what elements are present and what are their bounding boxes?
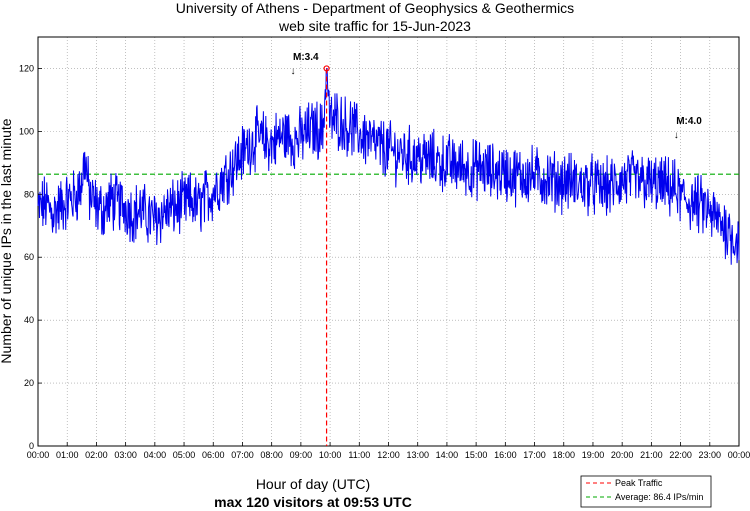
grid xyxy=(37,37,740,447)
x-tick-label: 21:00 xyxy=(640,450,663,460)
y-axis-label: Number of unique IPs in the last minute xyxy=(0,118,14,363)
peak-summary: max 120 visitors at 09:53 UTC xyxy=(214,494,412,510)
peak-marker xyxy=(323,65,330,446)
x-tick-label: 20:00 xyxy=(611,450,634,460)
legend-box xyxy=(580,475,712,508)
x-tick-label: 01:00 xyxy=(56,450,79,460)
quake-annotations: M:3.4 ↓ M:4.0 ↓ xyxy=(290,52,702,141)
x-tick-label: 04:00 xyxy=(144,450,167,460)
x-tick-label: 09:00 xyxy=(290,450,313,460)
x-axis-ticks: 00:00 01:00 02:00 03:00 04:00 05:00 06:00 07:00… xyxy=(27,442,750,460)
x-tick-label: 11:00 xyxy=(348,450,370,460)
annotation-arrow-icon: ↓ xyxy=(290,66,295,77)
x-tick-label: 19:00 xyxy=(582,450,605,460)
annotation-label: M:4.0 xyxy=(676,116,702,127)
x-tick-label: 17:00 xyxy=(523,450,546,460)
x-tick-label: 02:00 xyxy=(85,450,108,460)
x-tick-label: 18:00 xyxy=(552,450,575,460)
x-tick-label: 16:00 xyxy=(494,450,517,460)
legend: Peak Traffic Average: 86.4 IPs/min xyxy=(580,475,712,508)
x-tick-label: 03:00 xyxy=(114,450,137,460)
traffic-series-line xyxy=(37,67,740,265)
annotation-label: M:3.4 xyxy=(293,52,319,63)
y-tick-label: 100 xyxy=(19,126,34,136)
x-tick-label: 08:00 xyxy=(260,450,283,460)
x-tick-label: 15:00 xyxy=(465,450,488,460)
peak-point-marker xyxy=(323,65,330,72)
x-tick-label: 14:00 xyxy=(436,450,459,460)
legend-average-label: Average: 86.4 IPs/min xyxy=(615,492,703,502)
x-tick-label: 22:00 xyxy=(669,450,692,460)
x-tick-label: 12:00 xyxy=(377,450,400,460)
x-tick-label: 13:00 xyxy=(406,450,429,460)
x-tick-label: 06:00 xyxy=(202,450,225,460)
y-tick-label: 20 xyxy=(24,378,34,388)
x-tick-label: 10:00 xyxy=(319,450,342,460)
chart-subtitle: web site traffic for 15-Jun-2023 xyxy=(278,18,471,34)
x-tick-label: 00:00 xyxy=(27,450,50,460)
x-tick-label: 05:00 xyxy=(173,450,196,460)
y-tick-label: 120 xyxy=(19,63,34,73)
legend-peak-label: Peak Traffic xyxy=(615,478,663,488)
y-tick-label: 80 xyxy=(24,189,34,199)
annotation-arrow-icon: ↓ xyxy=(674,130,679,141)
y-tick-label: 60 xyxy=(24,252,34,262)
y-axis-ticks: 0 20 40 60 80 100 120 xyxy=(19,63,42,451)
x-axis-label: Hour of day (UTC) xyxy=(256,476,370,492)
x-tick-label: 00:00 xyxy=(728,450,750,460)
y-tick-label: 0 xyxy=(29,441,34,451)
chart-title: University of Athens - Department of Geo… xyxy=(176,0,574,16)
x-tick-label: 23:00 xyxy=(699,450,722,460)
x-tick-label: 07:00 xyxy=(231,450,254,460)
y-tick-label: 40 xyxy=(24,315,34,325)
